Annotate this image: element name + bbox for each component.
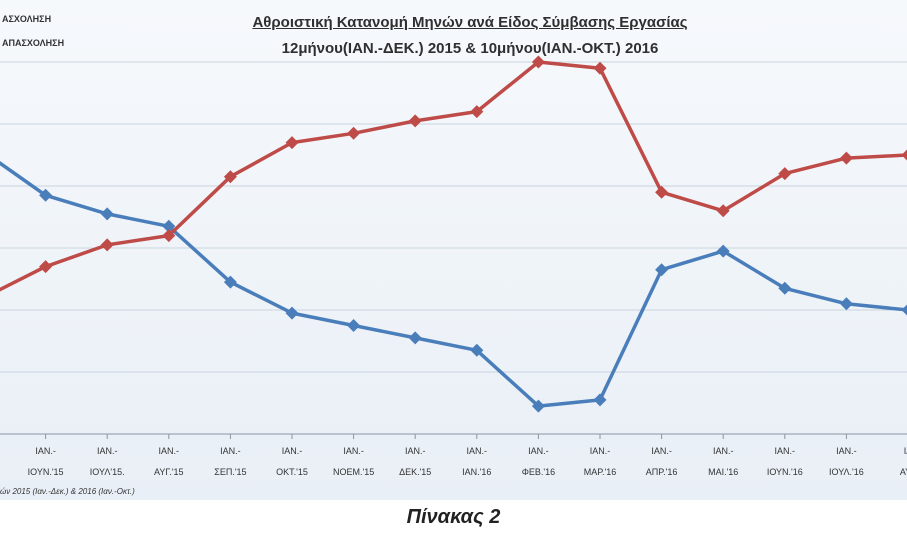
data-point-1-9	[531, 55, 545, 69]
data-point-1-14	[839, 151, 853, 165]
x-tick-label-11-top: ΙΑΝ.-	[651, 446, 672, 456]
data-point-0-3	[162, 219, 176, 233]
data-point-1-6	[347, 126, 361, 140]
series-0	[0, 161, 907, 413]
data-point-0-1	[39, 188, 53, 202]
series-line-1	[0, 60, 907, 292]
data-point-1-8	[470, 105, 484, 119]
x-tick-label-1-top: ΙΑΝ.-	[35, 446, 56, 456]
x-tick-label-1-bottom: ΙΟΥΝ.'15	[28, 467, 64, 477]
data-point-0-5	[285, 306, 299, 320]
line-chart: 5ΙΑΝ.-ΙΟΥΝ.'15ΙΑΝ.-ΙΟΥΛ'15.ΙΑΝ.-ΑΥΓ.'15Ι…	[0, 55, 907, 477]
data-point-1-7	[408, 114, 422, 128]
x-tick-label-15-top: ΙΑ	[904, 446, 907, 456]
x-tick-label-8-bottom: ΙΑΝ.'16	[462, 467, 491, 477]
x-tick-label-3-top: ΙΑΝ.-	[159, 446, 180, 456]
x-tick-label-2-top: ΙΑΝ.-	[97, 446, 118, 456]
x-tick-label-4-top: ΙΑΝ.-	[220, 446, 241, 456]
x-tick-label-7-bottom: ΔΕΚ.'15	[399, 467, 431, 477]
data-point-1-13	[778, 167, 792, 181]
legend-entry-employment: ΑΣΧΟΛΗΣΗ	[2, 14, 52, 24]
data-point-1-15	[901, 149, 907, 161]
x-tick-label-14-top: ΙΑΝ.-	[836, 446, 857, 456]
grid-lines	[0, 61, 907, 373]
x-tick-label-6-bottom: ΝΟΕΜ.'15	[333, 467, 374, 477]
x-tick-label-2-bottom: ΙΟΥΛ'15.	[90, 467, 125, 477]
legend-entry-occupation: ΑΠΑΣΧΟΛΗΣΗ	[2, 38, 65, 48]
data-point-1-2	[100, 238, 114, 252]
data-point-0-6	[347, 319, 361, 332]
data-point-0-10	[593, 393, 607, 407]
data-point-1-11	[655, 185, 669, 199]
source-note: ών 2015 (Ιαν.-Δεκ.) & 2016 (Ιαν.-Οκτ.)	[0, 487, 135, 496]
x-tick-label-12-top: ΙΑΝ.-	[713, 446, 734, 456]
series-line-0	[0, 161, 907, 408]
data-point-0-9	[531, 399, 545, 413]
data-point-1-3	[162, 229, 176, 243]
x-tick-label-3-bottom: ΑΥΓ.'15	[154, 467, 184, 477]
x-tick-label-7-top: ΙΑΝ.-	[405, 446, 426, 456]
x-tick-label-10-top: ΙΑΝ.-	[590, 446, 611, 456]
data-point-0-14	[839, 297, 853, 311]
data-point-1-10	[593, 61, 607, 75]
x-tick-label-6-top: ΙΑΝ.-	[343, 446, 364, 456]
x-tick-label-5-top: ΙΑΝ.-	[282, 446, 303, 456]
data-point-0-2	[100, 207, 114, 221]
data-point-0-12	[716, 244, 730, 258]
data-point-1-4	[223, 170, 237, 184]
chart-subtitle: 12μήνου(ΙΑΝ.-ΔΕΚ.) 2015 & 10μήνου(ΙΑΝ.-Ο…	[281, 40, 659, 57]
x-tick-label-11-bottom: ΑΠΡ.'16	[646, 467, 678, 477]
series-1	[0, 55, 907, 292]
data-point-0-11	[655, 263, 669, 277]
x-tick-label-13-top: ΙΑΝ.-	[775, 446, 796, 456]
x-tick-label-5-bottom: ΟΚΤ.'15	[276, 467, 308, 477]
data-point-0-13	[778, 281, 792, 295]
chart-area: 5ΙΑΝ.-ΙΟΥΝ.'15ΙΑΝ.-ΙΟΥΛ'15.ΙΑΝ.-ΑΥΓ.'15Ι…	[0, 0, 907, 500]
x-tick-label-10-bottom: ΜΑΡ.'16	[584, 467, 617, 477]
x-tick-label-15-bottom: ΑΥΓ	[900, 467, 907, 477]
x-tick-label-9-top: ΙΑΝ.-	[528, 446, 549, 456]
x-tick-label-12-bottom: ΜΑΙ.'16	[708, 467, 738, 477]
x-tick-label-4-bottom: ΣΕΠ.'15	[214, 467, 246, 477]
x-tick-label-9-bottom: ΦΕΒ.'16	[522, 467, 555, 477]
x-tick-labels: 5ΙΑΝ.-ΙΟΥΝ.'15ΙΑΝ.-ΙΟΥΛ'15.ΙΑΝ.-ΑΥΓ.'15Ι…	[28, 434, 907, 477]
data-point-1-5	[285, 136, 299, 150]
table-caption: Πίνακας 2	[406, 506, 501, 528]
data-point-1-1	[39, 260, 53, 274]
data-point-0-4	[223, 275, 237, 289]
data-point-0-7	[408, 331, 422, 345]
data-point-1-12	[716, 204, 730, 218]
data-point-0-15	[901, 304, 907, 316]
series-layer	[0, 55, 907, 413]
chart-title: Αθροιστική Κατανομή Μηνών ανά Είδος Σύμβ…	[252, 14, 688, 31]
x-tick-label-13-bottom: ΙΟΥΝ.'16	[767, 467, 803, 477]
x-tick-label-8-top: ΙΑΝ.-	[467, 446, 488, 456]
x-tick-label-14-bottom: ΙΟΥΛ.'16	[829, 467, 864, 477]
data-point-0-8	[470, 343, 484, 357]
